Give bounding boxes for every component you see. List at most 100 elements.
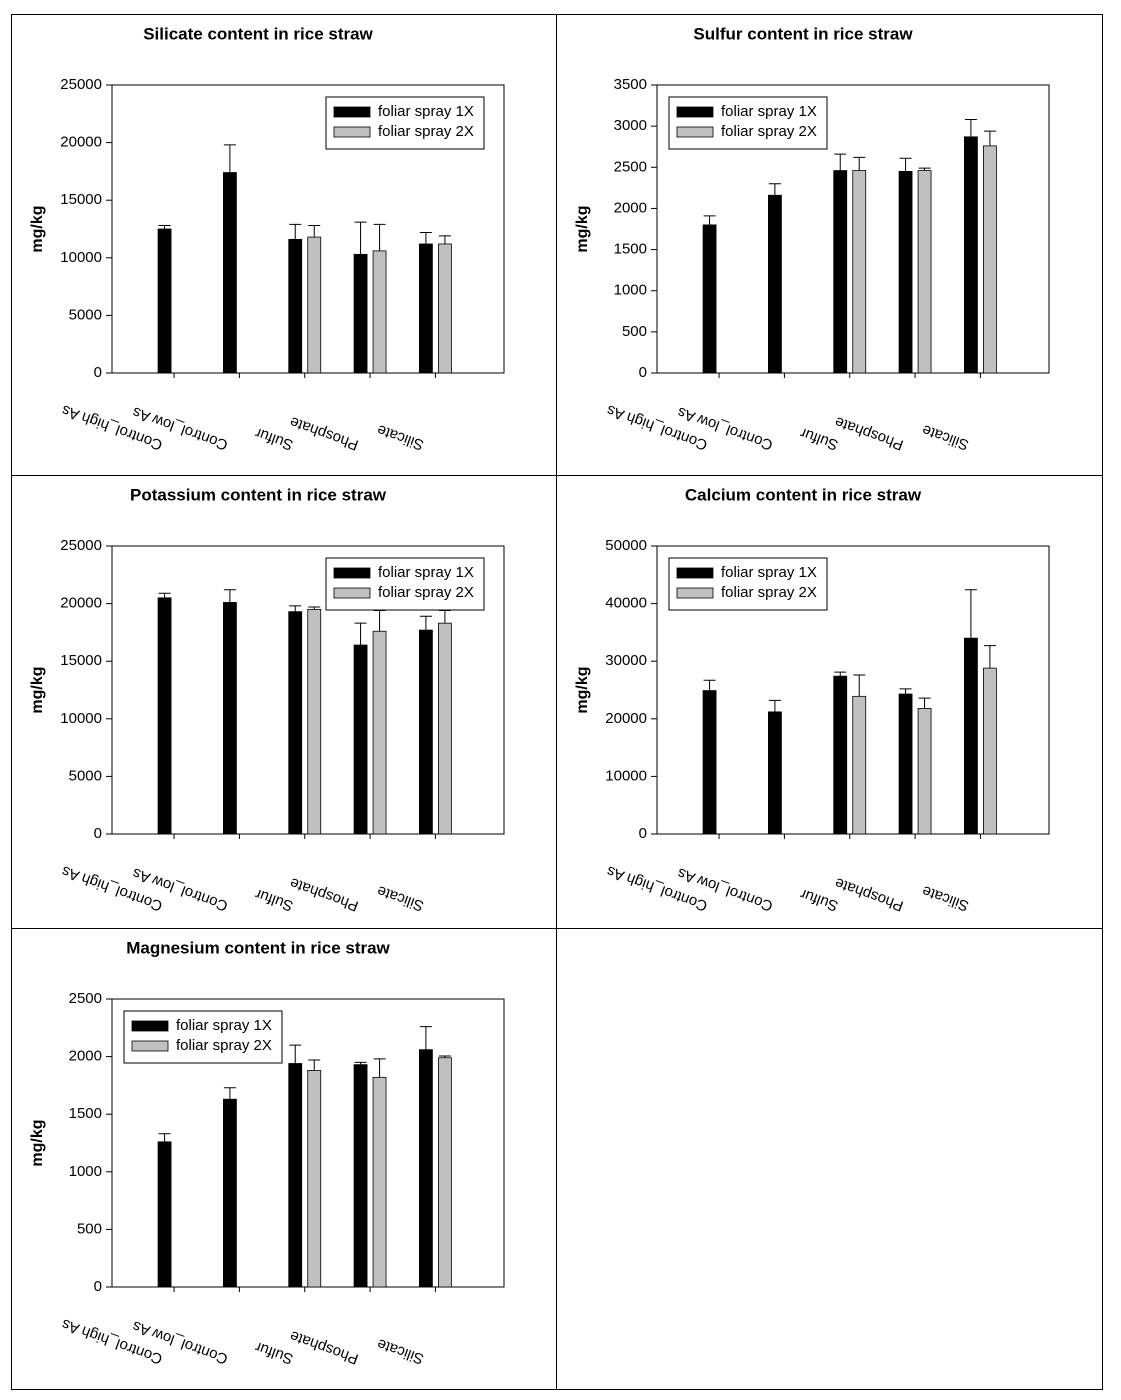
y-tick-label: 50000	[605, 537, 647, 554]
y-tick-label: 10000	[60, 710, 102, 727]
legend-box	[123, 1010, 283, 1064]
y-tick-label: 20000	[60, 134, 102, 151]
y-axis-title: mg/kg	[574, 666, 591, 713]
y-tick-label: 40000	[605, 595, 647, 612]
bar	[898, 170, 913, 374]
error-bar	[289, 223, 302, 240]
bar	[353, 644, 368, 835]
legend-label: foliar spray 2X	[721, 123, 817, 140]
x-tick-label: Silicate	[920, 882, 971, 915]
error-bar	[438, 235, 451, 244]
bar	[418, 243, 433, 374]
y-tick-label: 30000	[605, 652, 647, 669]
x-tick-label: Phosphate	[833, 874, 906, 915]
y-tick-label: 0	[639, 364, 647, 381]
error-bar	[768, 183, 781, 196]
legend-label: foliar spray 1X	[378, 103, 474, 120]
bar	[767, 194, 782, 374]
bar	[982, 145, 997, 374]
legend-label: foliar spray 1X	[721, 564, 817, 581]
legend-label: foliar spray 2X	[721, 584, 817, 601]
bar	[833, 675, 848, 835]
y-tick-label: 10000	[605, 767, 647, 784]
y-tick-label: 15000	[60, 191, 102, 208]
error-bar	[354, 1061, 367, 1065]
bar	[702, 224, 717, 374]
error-bar	[834, 671, 847, 677]
x-tick-label: Phosphate	[288, 874, 361, 915]
y-tick-label: 3500	[614, 76, 647, 93]
x-tick-label: Phosphate	[288, 1327, 361, 1368]
x-tick-label: Phosphate	[833, 413, 906, 454]
bar	[418, 629, 433, 835]
bar	[307, 236, 322, 374]
y-tick-label: 5000	[69, 767, 102, 784]
error-bar	[983, 130, 996, 146]
y-tick-label: 10000	[60, 249, 102, 266]
error-bar	[223, 144, 236, 173]
y-axis-title: mg/kg	[29, 666, 46, 713]
y-tick-label: 3000	[614, 117, 647, 134]
y-tick-label: 2000	[69, 1048, 102, 1065]
legend-swatch	[333, 567, 371, 579]
legend-label: foliar spray 2X	[378, 123, 474, 140]
bar	[353, 253, 368, 374]
legend-swatch	[676, 126, 714, 138]
y-tick-label: 2000	[614, 199, 647, 216]
legend-label: foliar spray 1X	[721, 103, 817, 120]
bar	[157, 228, 172, 374]
y-axis-title: mg/kg	[29, 205, 46, 252]
bar	[437, 1057, 452, 1288]
error-bar	[289, 605, 302, 612]
y-tick-label: 0	[94, 825, 102, 842]
y-tick-label: 25000	[60, 537, 102, 554]
y-tick-label: 1500	[69, 1105, 102, 1122]
error-bar	[223, 589, 236, 603]
chart-title: Sulfur content in rice straw	[693, 24, 913, 43]
bar	[372, 630, 387, 835]
y-tick-label: 0	[94, 1278, 102, 1295]
legend-label: foliar spray 1X	[378, 564, 474, 581]
legend-swatch	[676, 567, 714, 579]
bar	[288, 1063, 303, 1288]
y-tick-label: 0	[639, 825, 647, 842]
chart-title: Magnesium content in rice straw	[126, 938, 390, 957]
error-bar	[983, 645, 996, 669]
error-bar	[308, 606, 321, 610]
y-tick-label: 1000	[69, 1163, 102, 1180]
chart: Potassium content in rice straw mg/kg 0 500…	[29, 485, 505, 915]
error-bar	[419, 615, 432, 631]
x-tick-label: Silicate	[920, 421, 971, 454]
y-tick-label: 2500	[69, 990, 102, 1007]
x-tick-label: Silicate	[375, 882, 426, 915]
legend-box	[325, 96, 485, 150]
error-bar	[354, 622, 367, 646]
bar	[222, 1098, 237, 1288]
bar	[437, 622, 452, 835]
error-bar	[308, 1059, 321, 1071]
legend-swatch	[131, 1040, 169, 1052]
bar	[702, 690, 717, 835]
error-bar	[438, 610, 451, 624]
error-bar	[964, 589, 977, 639]
y-tick-label: 500	[77, 1220, 102, 1237]
bar	[222, 172, 237, 374]
legend-label: foliar spray 1X	[176, 1017, 272, 1034]
bar	[917, 170, 932, 374]
legend-label: foliar spray 2X	[378, 584, 474, 601]
chart: Silicate content in rice straw mg/kg 0 5000…	[29, 24, 505, 454]
y-tick-label: 5000	[69, 306, 102, 323]
legend-box	[668, 96, 828, 150]
bar	[963, 637, 978, 835]
bar	[963, 136, 978, 374]
x-tick-label: Silicate	[375, 421, 426, 454]
chart-title: Potassium content in rice straw	[130, 485, 387, 504]
error-bar	[853, 674, 866, 697]
chart: Calcium content in rice straw mg/kg 0 10000…	[574, 485, 1050, 915]
bar	[288, 238, 303, 374]
error-bar	[899, 157, 912, 172]
chart-title: Silicate content in rice straw	[143, 24, 373, 43]
error-bar	[373, 1058, 386, 1078]
error-bar	[918, 697, 931, 709]
